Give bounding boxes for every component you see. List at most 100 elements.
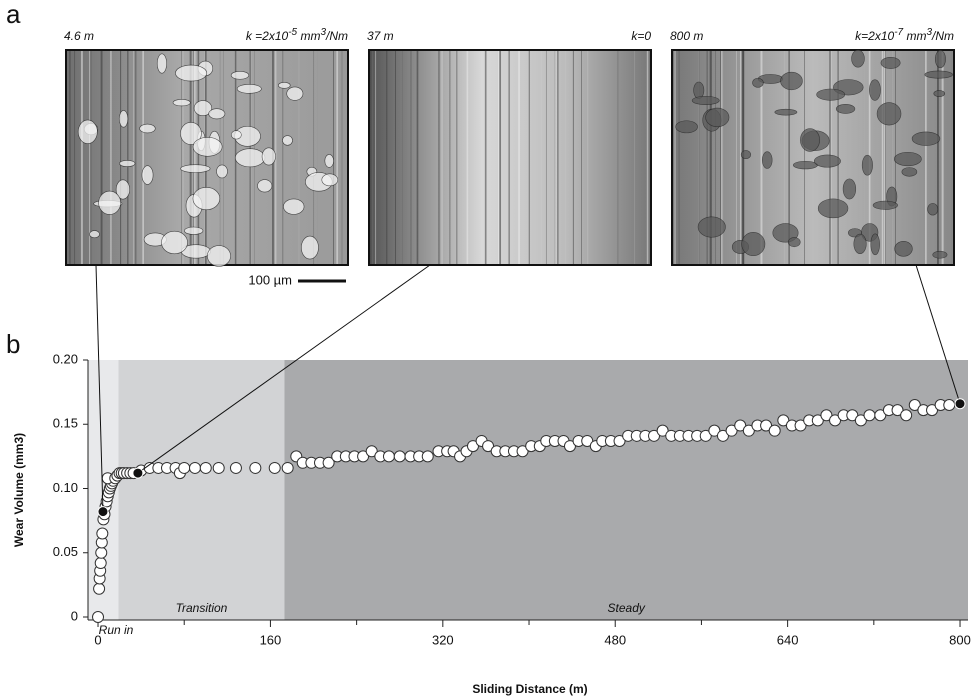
highlight-point <box>97 506 109 518</box>
point <box>908 398 921 411</box>
texture <box>880 56 901 69</box>
point <box>846 409 859 422</box>
texture <box>234 148 266 168</box>
micrograph <box>368 49 652 266</box>
y-tick-label: 0 <box>71 608 78 623</box>
texture <box>98 190 122 215</box>
point <box>92 611 105 623</box>
texture <box>77 119 98 145</box>
texture <box>324 154 334 168</box>
k-label-part: k=0 <box>631 29 651 43</box>
x-tick-label: 160 <box>260 632 282 647</box>
y-axis-label: Wear Volume (mm3) <box>12 433 26 547</box>
texture <box>286 86 304 101</box>
texture <box>792 160 818 170</box>
texture <box>869 79 881 101</box>
texture <box>740 150 752 160</box>
texture <box>175 64 208 82</box>
texture <box>911 131 941 146</box>
texture <box>774 108 798 116</box>
point <box>581 434 594 447</box>
region-label: Transition <box>176 601 228 615</box>
x-tick-label: 800 <box>949 632 971 647</box>
point <box>357 450 370 463</box>
point <box>829 414 842 427</box>
texture <box>161 230 188 255</box>
k-label: k=0 <box>631 29 651 43</box>
texture <box>787 237 801 248</box>
texture <box>842 178 857 200</box>
k-label: k=2x10-7 mm3/Nm <box>855 27 954 44</box>
y-tick-label: 0.05 <box>53 544 78 559</box>
highlight-point <box>954 398 966 410</box>
point <box>716 429 729 442</box>
texture <box>932 250 948 259</box>
point <box>794 419 807 432</box>
texture <box>230 70 250 80</box>
texture <box>893 151 922 167</box>
micrograph <box>65 49 349 266</box>
texture <box>283 198 305 215</box>
region <box>118 360 285 620</box>
texture <box>870 233 880 256</box>
point <box>322 456 335 469</box>
scale-bar-label: 100 µm <box>248 272 292 287</box>
texture <box>230 130 242 140</box>
texture <box>691 95 720 105</box>
texture <box>184 226 204 235</box>
point <box>820 409 833 422</box>
texture <box>927 203 939 216</box>
x-axis-label: Sliding Distance (m) <box>472 682 587 696</box>
texture <box>780 71 803 91</box>
texture <box>282 135 293 146</box>
connector <box>95 264 104 512</box>
point <box>760 419 773 432</box>
k-label-part: k =2x10 <box>246 29 289 43</box>
k-label: k =2x10-5 mm3/Nm <box>246 27 348 44</box>
texture <box>697 216 726 238</box>
texture <box>301 235 319 260</box>
point <box>482 440 495 453</box>
point <box>708 424 721 437</box>
texture <box>236 84 262 94</box>
texture <box>141 165 154 185</box>
x-tick-label: 480 <box>604 632 626 647</box>
point <box>863 409 876 422</box>
connector <box>915 264 961 404</box>
point <box>93 582 106 595</box>
point <box>96 527 109 540</box>
point <box>281 461 294 474</box>
x-tick-label: 320 <box>432 632 454 647</box>
point <box>854 414 867 427</box>
x-tick-label: 640 <box>777 632 799 647</box>
texture <box>901 167 918 177</box>
texture <box>675 120 698 134</box>
point <box>725 424 738 437</box>
texture <box>321 173 339 187</box>
point <box>811 414 824 427</box>
point <box>365 445 378 458</box>
distance-label: 4.6 m <box>64 29 94 43</box>
texture <box>180 121 202 145</box>
texture <box>192 187 221 211</box>
texture <box>813 154 841 168</box>
texture <box>207 245 231 267</box>
k-label-part: -7 <box>894 27 903 38</box>
texture <box>705 107 730 128</box>
point <box>900 409 913 422</box>
k-label-part: mm <box>297 29 320 43</box>
micrographs <box>65 49 955 267</box>
texture <box>934 49 946 69</box>
point <box>249 461 262 474</box>
point <box>734 419 747 432</box>
distance-label: 37 m <box>367 29 394 43</box>
k-label-part: -5 <box>288 27 297 38</box>
texture <box>139 123 156 134</box>
point <box>94 557 107 570</box>
texture <box>115 179 131 200</box>
point <box>613 434 626 447</box>
texture <box>257 179 273 193</box>
texture <box>752 77 764 88</box>
point <box>563 440 576 453</box>
k-label-part: /Nm <box>325 29 348 43</box>
